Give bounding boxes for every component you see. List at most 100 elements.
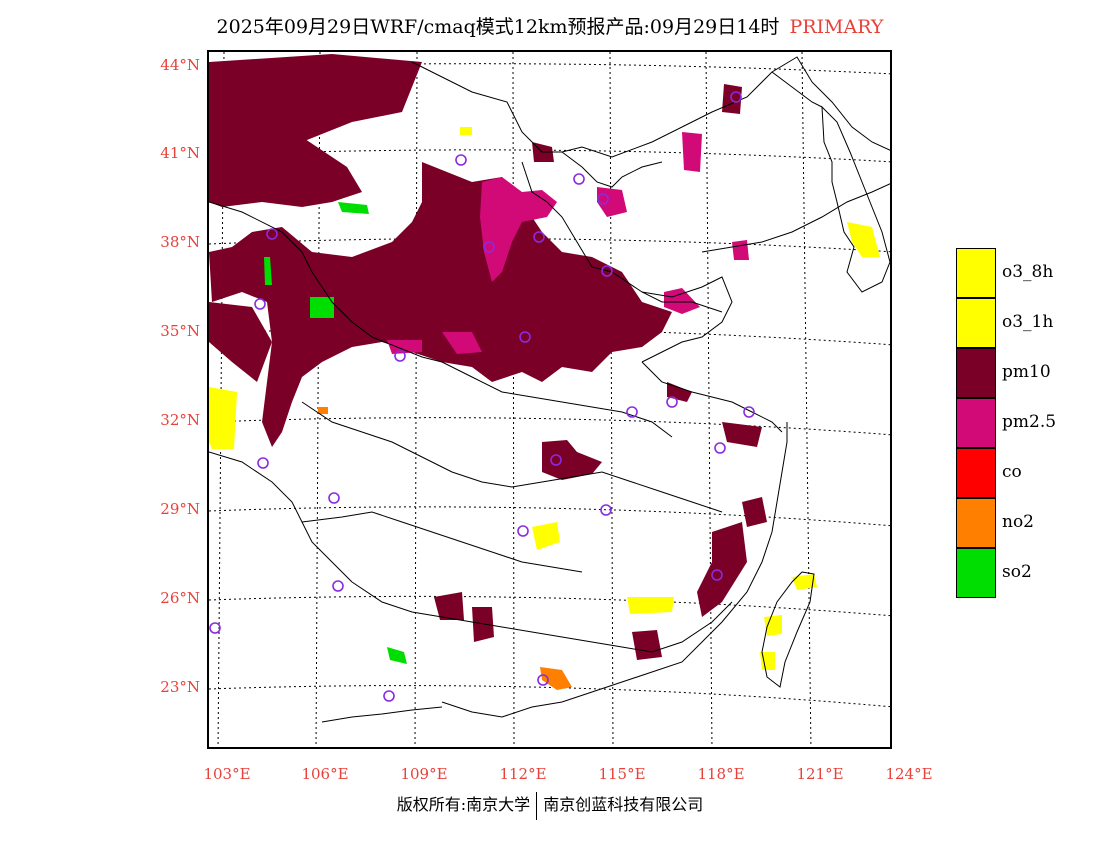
boundary-east-coast bbox=[701, 183, 890, 253]
lat-label-35: 35°N bbox=[160, 322, 200, 340]
lat-label-44: 44°N bbox=[160, 56, 200, 74]
lon-line-121 bbox=[801, 52, 812, 747]
pm25-regions bbox=[387, 132, 749, 354]
boundary-inner-mongolia bbox=[411, 56, 890, 158]
boundary-hainan-coast bbox=[321, 706, 443, 723]
station-marker bbox=[711, 569, 723, 581]
o3-taiwan-mid bbox=[764, 615, 782, 636]
pm25-shaanxi bbox=[387, 340, 422, 354]
pm25-shanxi bbox=[480, 177, 557, 282]
lon-label-106: 106°E bbox=[301, 765, 349, 783]
lat-label-41: 41°N bbox=[160, 144, 200, 162]
legend-label: o3_1h bbox=[1002, 312, 1054, 332]
pm10-hubei bbox=[542, 440, 602, 480]
boundary-henan bbox=[441, 361, 673, 438]
station-marker bbox=[533, 231, 545, 243]
legend-swatch bbox=[956, 398, 996, 448]
station-marker bbox=[266, 228, 278, 240]
korea-outline bbox=[821, 105, 890, 293]
o3-taiwan-north bbox=[792, 574, 817, 590]
boundary-south-1 bbox=[351, 581, 733, 653]
pm10-guangxi-1 bbox=[434, 592, 464, 620]
legend-swatch bbox=[956, 298, 996, 348]
pm10-west-edge bbox=[209, 302, 272, 382]
station-marker bbox=[257, 457, 269, 469]
legend-label: o3_8h bbox=[1002, 262, 1054, 282]
lat-label-29: 29°N bbox=[160, 500, 200, 518]
pm25-shandong bbox=[664, 288, 700, 314]
o3-jiangxi bbox=[627, 597, 674, 614]
boundary-guizhou bbox=[301, 511, 583, 573]
o3-dalian bbox=[847, 222, 880, 257]
station-marker bbox=[714, 442, 726, 454]
lon-label-124: 124°E bbox=[885, 765, 933, 783]
pm25-beijing bbox=[597, 187, 627, 217]
o3-taiwan-south bbox=[760, 652, 775, 670]
legend-swatch bbox=[956, 548, 996, 598]
station-marker bbox=[666, 396, 678, 408]
station-marker bbox=[254, 298, 266, 310]
pm10-fujian-coast bbox=[697, 522, 747, 617]
legend-label: so2 bbox=[1002, 562, 1032, 582]
station-marker bbox=[730, 91, 742, 103]
lon-line-112 bbox=[512, 52, 515, 747]
station-marker bbox=[455, 154, 467, 166]
title-tag: PRIMARY bbox=[789, 16, 884, 38]
lon-label-112: 112°E bbox=[499, 765, 547, 783]
no2-chongqing bbox=[318, 407, 328, 414]
station-marker bbox=[597, 193, 609, 205]
lat-label-26: 26°N bbox=[160, 589, 200, 607]
o3-sichuan-west bbox=[209, 387, 237, 449]
pm10-guangdong bbox=[632, 630, 662, 660]
so2-regions bbox=[264, 202, 407, 664]
legend-label: no2 bbox=[1002, 512, 1034, 532]
pollution-map bbox=[209, 52, 890, 747]
lon-line-115 bbox=[609, 52, 614, 747]
station-marker bbox=[209, 622, 221, 634]
legend-label: co bbox=[1002, 462, 1022, 482]
taiwan-outline bbox=[761, 571, 815, 688]
pm10-central-north bbox=[209, 162, 672, 447]
no2-guangzhou bbox=[540, 667, 572, 690]
legend-swatch bbox=[956, 448, 996, 498]
lon-line-118 bbox=[705, 52, 713, 747]
lon-label-109: 109°E bbox=[400, 765, 448, 783]
station-marker bbox=[537, 674, 549, 686]
footer-separator bbox=[536, 791, 538, 820]
o3-hunan bbox=[532, 522, 560, 550]
lat-line-32 bbox=[209, 417, 890, 436]
boundary-west-1 bbox=[209, 201, 443, 363]
pm10-northwest bbox=[209, 117, 362, 207]
station-marker bbox=[626, 406, 638, 418]
legend-swatch bbox=[956, 348, 996, 398]
pm10-zhejiang bbox=[742, 497, 767, 527]
lon-line-109 bbox=[414, 52, 418, 747]
boundary-shandong bbox=[641, 276, 733, 363]
pm25-henan bbox=[442, 332, 482, 354]
copyright-footer: 版权所有:南京大学 南京创蓝科技有限公司 bbox=[0, 791, 1100, 820]
lon-label-115: 115°E bbox=[598, 765, 646, 783]
station-marker bbox=[743, 406, 755, 418]
lat-label-23: 23°N bbox=[160, 678, 200, 696]
station-marker bbox=[573, 173, 585, 185]
pm10-guangxi-2 bbox=[472, 607, 494, 642]
station-marker bbox=[332, 580, 344, 592]
lat-line-26 bbox=[209, 595, 890, 617]
pm10-regions bbox=[209, 54, 767, 660]
station-marker bbox=[394, 350, 406, 362]
station-marker bbox=[383, 690, 395, 702]
lat-label-38: 38°N bbox=[160, 233, 200, 251]
boundary-sichuan bbox=[209, 451, 353, 583]
station-marker bbox=[519, 331, 531, 343]
o3-beijing-dot bbox=[460, 127, 472, 135]
lon-label-118: 118°E bbox=[697, 765, 745, 783]
pm10-anhui bbox=[722, 422, 762, 447]
so2-gansu bbox=[264, 257, 272, 285]
boundary-north-east bbox=[771, 71, 823, 108]
boundary-yangtze bbox=[301, 401, 723, 513]
o3-regions bbox=[209, 127, 880, 670]
station-marker bbox=[483, 241, 495, 253]
lon-label-121: 121°E bbox=[796, 765, 844, 783]
map-frame[interactable] bbox=[207, 50, 892, 749]
legend-swatch bbox=[956, 498, 996, 548]
